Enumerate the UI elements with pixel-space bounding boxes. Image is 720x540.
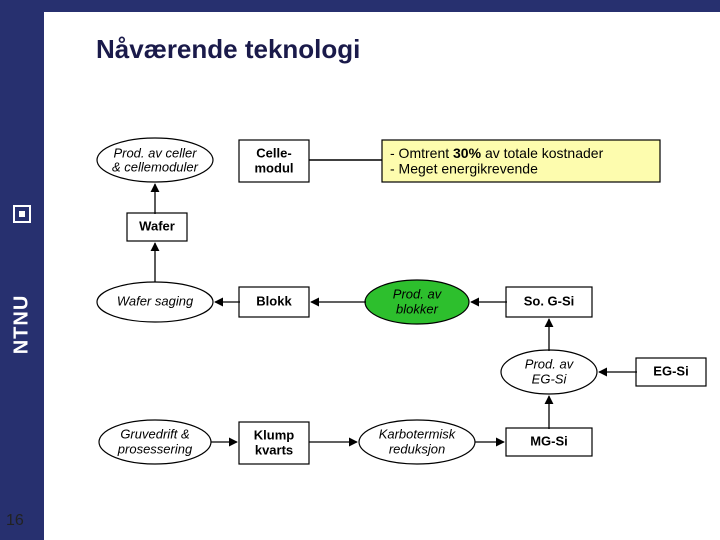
top-bar: [0, 0, 720, 12]
svg-text:Wafer: Wafer: [139, 218, 175, 233]
svg-text:Prod. av: Prod. av: [393, 286, 443, 301]
svg-text:EG-Si: EG-Si: [653, 363, 688, 378]
node-prod-egsi: Prod. av EG-Si: [501, 350, 597, 394]
svg-text:Prod. av celler: Prod. av celler: [113, 145, 197, 160]
svg-text:prosessering: prosessering: [117, 441, 193, 456]
svg-text:Wafer saging: Wafer saging: [117, 293, 194, 308]
node-eg-si: EG-Si: [636, 358, 706, 386]
svg-text:Gruvedrift &: Gruvedrift &: [120, 426, 189, 441]
svg-text:Prod. av: Prod. av: [525, 356, 575, 371]
callout-note: - Omtrent 30% av totale kostnader - Mege…: [382, 140, 660, 182]
svg-text:Karbotermisk: Karbotermisk: [379, 426, 457, 441]
node-klump-kvarts: Klump kvarts: [239, 422, 309, 464]
node-prod-celler: Prod. av celler & cellemoduler: [97, 138, 213, 182]
svg-text:- Meget energikrevende: - Meget energikrevende: [390, 161, 538, 177]
svg-text:kvarts: kvarts: [255, 442, 293, 457]
node-karbotermisk: Karbotermisk reduksjon: [359, 420, 475, 464]
svg-text:& cellemoduler: & cellemoduler: [112, 159, 199, 174]
svg-text:Celle-: Celle-: [256, 145, 291, 160]
svg-text:EG-Si: EG-Si: [532, 371, 568, 386]
svg-text:reduksjon: reduksjon: [389, 441, 445, 456]
svg-text:blokker: blokker: [396, 301, 439, 316]
node-gruvedrift: Gruvedrift & prosessering: [99, 420, 211, 464]
slide: NTNU 16 Nåværende teknologi Prod. av cel…: [0, 0, 720, 540]
node-wafer-saging: Wafer saging: [97, 282, 213, 322]
node-wafer: Wafer: [127, 213, 187, 241]
node-blokk: Blokk: [239, 287, 309, 317]
diagram: Prod. av celler & cellemoduler Celle- mo…: [44, 12, 720, 540]
svg-text:MG-Si: MG-Si: [530, 433, 568, 448]
svg-text:- Omtrent 30% av totale kostna: - Omtrent 30% av totale kostnader: [390, 145, 604, 161]
node-prod-blokker: Prod. av blokker: [365, 280, 469, 324]
node-mg-si: MG-Si: [506, 428, 592, 456]
brand-logo-icon: [13, 205, 31, 223]
svg-text:Klump: Klump: [254, 427, 295, 442]
page-number: 16: [6, 512, 24, 530]
node-cellemodul: Celle- modul: [239, 140, 309, 182]
svg-text:Blokk: Blokk: [256, 293, 292, 308]
svg-text:So. G-Si: So. G-Si: [524, 293, 575, 308]
node-sog-si: So. G-Si: [506, 287, 592, 317]
brand-sidebar: NTNU: [0, 0, 44, 540]
svg-text:modul: modul: [255, 160, 294, 175]
brand-text: NTNU: [11, 294, 34, 354]
